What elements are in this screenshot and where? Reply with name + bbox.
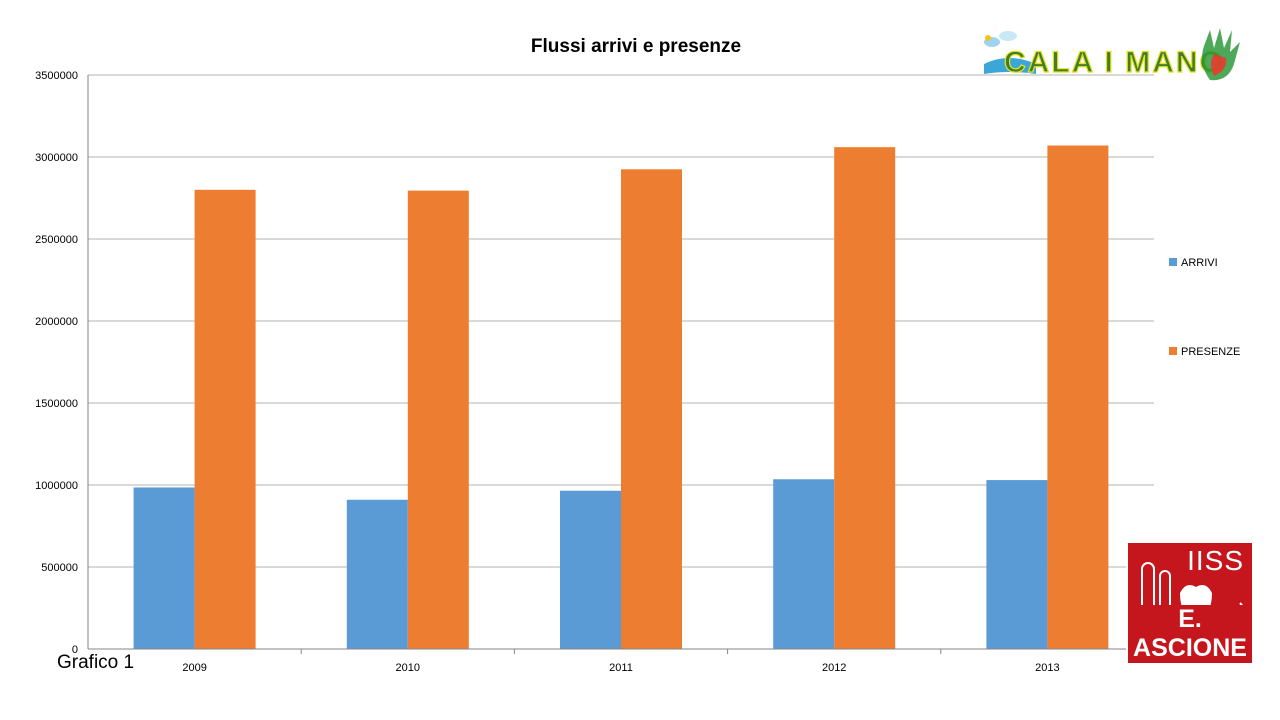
bar-presenze-2011 — [621, 169, 682, 650]
figure-caption: Grafico 1 — [57, 652, 135, 673]
bar-arrivi-2009 — [133, 487, 195, 649]
axes: 0 500000 1000000 1500000 2000000 2500000 30000… — [35, 70, 1155, 674]
y-tick-label: 2500000 — [35, 234, 78, 246]
x-tick-label: 2010 — [396, 662, 420, 674]
y-tick-label: 3000000 — [35, 152, 78, 164]
bar-arrivi-2013 — [986, 480, 1048, 649]
y-tick-label: 1500000 — [35, 398, 78, 410]
legend-label-presenze: PRESENZE — [1181, 346, 1240, 358]
school-logo-iiss: IISS — [1187, 545, 1244, 576]
x-tick-label: 2013 — [1035, 662, 1059, 674]
y-tick-label: 0 — [72, 644, 78, 656]
x-tick-label: 2011 — [609, 662, 633, 674]
bar-arrivi-2012 — [773, 479, 835, 649]
legend-swatch-arrivi — [1169, 258, 1177, 266]
legend-label-arrivi: ARRIVI — [1181, 257, 1218, 269]
legend-swatch-presenze — [1169, 347, 1177, 355]
bar-presenze-2013 — [1047, 145, 1109, 649]
bar-arrivi-2011 — [560, 490, 621, 649]
bar-presenze-2009 — [194, 189, 256, 650]
bar-arrivi-2010 — [346, 499, 408, 649]
cala-i-mano-logo: CALA I MANO — [978, 24, 1254, 86]
x-tick-label: 2012 — [822, 662, 846, 674]
bar-presenze-2010 — [407, 190, 469, 649]
bars — [133, 145, 1109, 650]
y-tick-label: 2000000 — [35, 316, 78, 328]
y-tick-label: 3500000 — [35, 70, 78, 82]
school-logo: IISS E. ASCIONE — [1126, 541, 1254, 663]
chart-title: Flussi arrivi e presenze — [531, 36, 741, 57]
legend: ARRIVI PRESENZE — [1169, 257, 1240, 358]
y-tick-label: 1000000 — [35, 480, 78, 492]
y-tick-label: 500000 — [41, 562, 78, 574]
bar-presenze-2012 — [834, 147, 896, 649]
x-tick-label: 2009 — [182, 662, 206, 674]
school-logo-name: E. ASCIONE — [1128, 605, 1252, 663]
svg-text:CALA I MANO: CALA I MANO — [1004, 46, 1225, 79]
